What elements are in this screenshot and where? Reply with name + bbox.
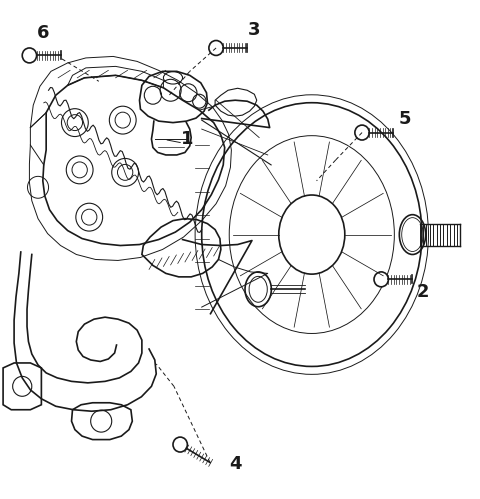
Circle shape xyxy=(209,40,223,55)
Text: 4: 4 xyxy=(229,456,241,474)
Circle shape xyxy=(355,125,369,140)
Text: 2: 2 xyxy=(417,283,429,301)
Circle shape xyxy=(374,272,388,287)
Text: 3: 3 xyxy=(248,20,261,38)
Circle shape xyxy=(173,437,187,452)
Text: 5: 5 xyxy=(399,110,411,128)
Circle shape xyxy=(22,48,36,63)
Text: 1: 1 xyxy=(181,130,193,148)
Text: 6: 6 xyxy=(36,24,49,42)
